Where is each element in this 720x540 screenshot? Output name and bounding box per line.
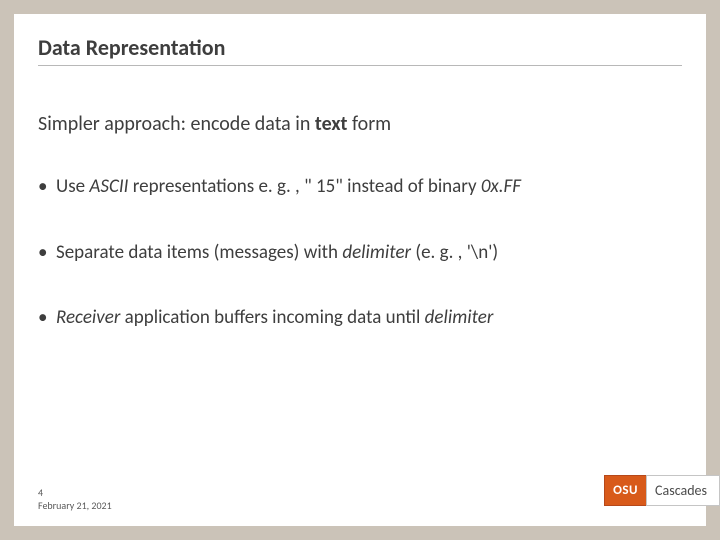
slide-footer: 4 February 21, 2021	[38, 486, 112, 512]
list-item: Receiver application buffers incoming da…	[38, 305, 682, 331]
bullet-text: (e. g. , '\n')	[411, 241, 498, 264]
bullet-emphasis: 0x.FF	[481, 175, 521, 198]
list-item: Use ASCII representations e. g. , " 15" …	[38, 174, 682, 200]
footer-date: February 21, 2021	[38, 499, 112, 512]
bullet-text: application buffers incoming data until	[120, 306, 424, 329]
subtitle-post: form	[347, 112, 391, 136]
bullet-emphasis: Receiver	[56, 306, 120, 329]
bullet-text: Use	[56, 175, 89, 198]
list-item: Separate data items (messages) with deli…	[38, 240, 682, 266]
bullet-emphasis: ASCII	[89, 175, 128, 198]
page-number: 4	[38, 486, 112, 499]
slide-title: Data Representation	[38, 34, 682, 66]
bullet-list: Use ASCII representations e. g. , " 15" …	[38, 174, 682, 331]
bullet-emphasis: delimiter	[425, 306, 494, 329]
osu-logo-abbrev: OSU	[604, 475, 646, 506]
osu-logo: OSU Cascades	[604, 475, 720, 506]
slide-frame: Data Representation Simpler approach: en…	[0, 0, 720, 540]
osu-logo-campus: Cascades	[646, 475, 720, 506]
subtitle-pre: Simpler approach: encode data in	[38, 112, 315, 136]
subtitle-bold: text	[315, 112, 348, 136]
bullet-text: representations e. g. , " 15" instead of…	[128, 175, 480, 198]
bullet-emphasis: delimiter	[342, 241, 411, 264]
slide-subtitle: Simpler approach: encode data in text fo…	[38, 112, 682, 136]
bullet-text: Separate data items (messages) with	[56, 241, 342, 264]
slide-content: Data Representation Simpler approach: en…	[14, 14, 706, 526]
